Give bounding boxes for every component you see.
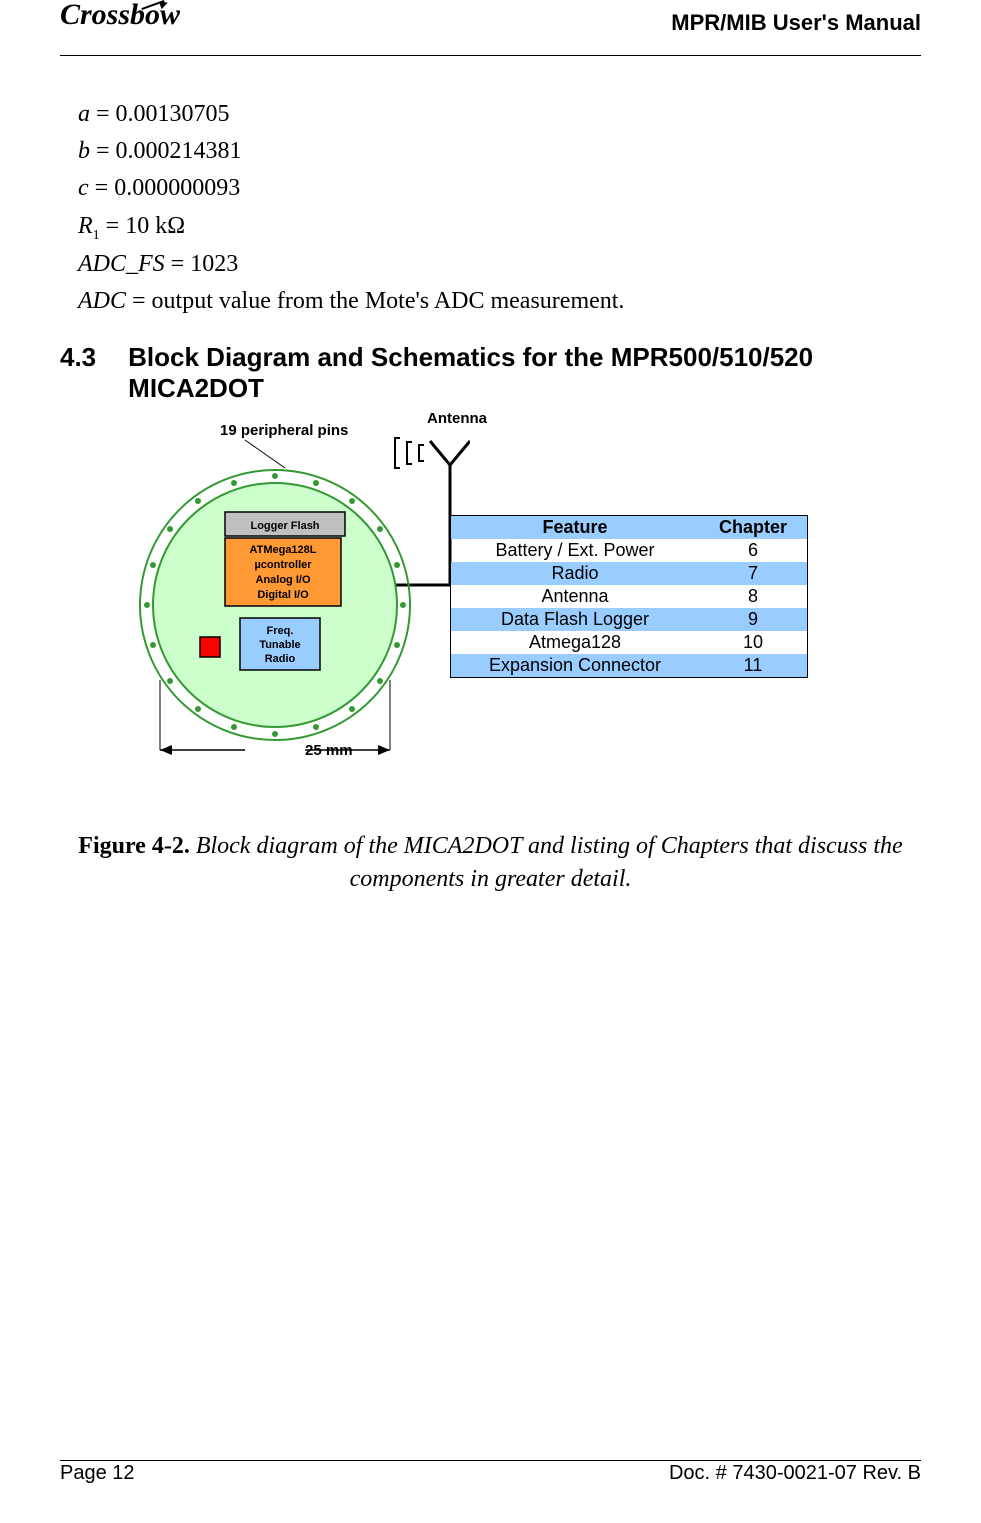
constants-block: a = 0.00130705 b = 0.000214381 c = 0.000… bbox=[78, 96, 921, 320]
var-c: c bbox=[78, 175, 89, 201]
logo-text-o: o bbox=[145, 0, 160, 32]
block-diagram: Antenna 19 peripheral pins 25 mm bbox=[130, 410, 470, 780]
var-a: a bbox=[78, 101, 90, 127]
caption-body: Block diagram of the MICA2DOT and listin… bbox=[190, 833, 903, 891]
cell-chapter: 9 bbox=[699, 608, 808, 631]
page: Crossbow MPR/MIB User's Manual a = 0.001… bbox=[0, 0, 981, 1523]
line-c: c = 0.000000093 bbox=[78, 170, 921, 207]
table-row: Radio 7 bbox=[451, 562, 808, 585]
cell-feature: Atmega128 bbox=[451, 631, 700, 654]
var-b: b bbox=[78, 138, 90, 164]
line-b: b = 0.000214381 bbox=[78, 133, 921, 170]
led-box bbox=[200, 637, 220, 657]
eq-adcfs: = 1023 bbox=[165, 251, 239, 277]
col-chapter: Chapter bbox=[699, 516, 808, 540]
antenna-icon bbox=[395, 438, 470, 468]
line-adc: ADC = output value from the Mote's ADC m… bbox=[78, 283, 921, 320]
table-header-row: Feature Chapter bbox=[451, 516, 808, 540]
cell-feature: Expansion Connector bbox=[451, 654, 700, 678]
radio-line2: Tunable bbox=[259, 639, 300, 651]
table-row: Battery / Ext. Power 6 bbox=[451, 539, 808, 562]
radio-line3: Radio bbox=[265, 653, 296, 665]
line-a: a = 0.00130705 bbox=[78, 96, 921, 133]
diagram-svg: Logger Flash ATMega128L µcontroller Anal… bbox=[130, 410, 470, 770]
cell-chapter: 10 bbox=[699, 631, 808, 654]
eq-r: = 10 kΩ bbox=[100, 213, 185, 239]
table-row: Antenna 8 bbox=[451, 585, 808, 608]
caption-lead: Figure 4-2. bbox=[78, 833, 190, 859]
eq-c: = 0.000000093 bbox=[89, 175, 241, 201]
mcu-line3: Analog I/O bbox=[256, 574, 311, 586]
cell-chapter: 6 bbox=[699, 539, 808, 562]
cell-feature: Antenna bbox=[451, 585, 700, 608]
cell-feature: Battery / Ext. Power bbox=[451, 539, 700, 562]
eq-a: = 0.00130705 bbox=[90, 101, 230, 127]
eq-b: = 0.000214381 bbox=[90, 138, 242, 164]
logo-text-pre: Crossb bbox=[60, 0, 145, 31]
antenna-label: Antenna bbox=[427, 410, 487, 427]
mcu-line2: µcontroller bbox=[254, 559, 312, 571]
footer-page: Page 12 bbox=[60, 1462, 135, 1485]
line-r1: R1 = 10 kΩ bbox=[78, 208, 921, 246]
footer-doc: Doc. # 7430-0021-07 Rev. B bbox=[669, 1462, 921, 1485]
dimension-label: 25 mm bbox=[305, 742, 353, 759]
cell-feature: Radio bbox=[451, 562, 700, 585]
feature-chapter-table: Feature Chapter Battery / Ext. Power 6 R… bbox=[450, 515, 808, 678]
eq-adc: = output value from the Mote's ADC measu… bbox=[126, 288, 624, 314]
table-row: Expansion Connector 11 bbox=[451, 654, 808, 678]
page-header: Crossbow MPR/MIB User's Manual bbox=[60, 0, 921, 56]
cell-chapter: 11 bbox=[699, 654, 808, 678]
table-row: Data Flash Logger 9 bbox=[451, 608, 808, 631]
line-adcfs: ADC_FS = 1023 bbox=[78, 246, 921, 283]
peripheral-pins-label: 19 peripheral pins bbox=[220, 422, 348, 439]
section-title: Block Diagram and Schematics for the MPR… bbox=[128, 342, 921, 404]
manual-title: MPR/MIB User's Manual bbox=[671, 0, 921, 36]
figure-area: Antenna 19 peripheral pins 25 mm bbox=[60, 410, 921, 780]
mcu-line1: ATMega128L bbox=[249, 544, 316, 556]
section-number: 4.3 bbox=[60, 342, 96, 404]
var-r: R bbox=[78, 213, 93, 239]
col-feature: Feature bbox=[451, 516, 700, 540]
radio-line1: Freq. bbox=[267, 625, 294, 637]
mcu-line4: Digital I/O bbox=[257, 589, 309, 601]
sub-r: 1 bbox=[93, 227, 100, 242]
cell-chapter: 7 bbox=[699, 562, 808, 585]
cell-chapter: 8 bbox=[699, 585, 808, 608]
logger-text: Logger Flash bbox=[250, 520, 319, 532]
var-adc: ADC bbox=[78, 288, 126, 314]
cell-feature: Data Flash Logger bbox=[451, 608, 700, 631]
table-row: Atmega128 10 bbox=[451, 631, 808, 654]
section-heading: 4.3 Block Diagram and Schematics for the… bbox=[60, 342, 921, 404]
figure-caption: Figure 4-2. Block diagram of the MICA2DO… bbox=[60, 830, 921, 895]
crossbow-logo: Crossbow bbox=[60, 0, 180, 32]
page-footer: Page 12 Doc. # 7430-0021-07 Rev. B bbox=[60, 1460, 921, 1485]
var-adcfs: ADC_FS bbox=[78, 251, 165, 277]
